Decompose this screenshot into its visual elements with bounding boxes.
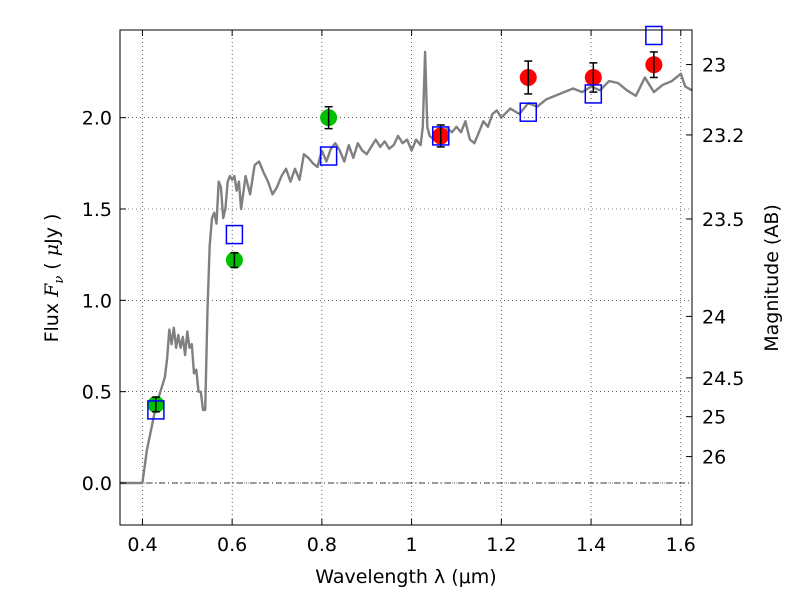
model-photometry-point [319,146,338,166]
y-axis-label: Flux Fν ( μJy ) [41,214,67,343]
right-tick-label: 23 [702,55,726,77]
model-photometry-point [519,102,538,122]
x-tick-label: 1 [406,534,418,556]
right-tick-label: 23.5 [702,209,744,231]
model-spectrum [120,50,693,485]
x-tick-label: 0.4 [127,534,157,556]
y-tick-label: 1.0 [82,290,112,312]
x-tick-label: 0.8 [307,534,337,556]
model-photometry-point [147,400,165,420]
axis-ticks: 0.4 0.6 0.8 1 1.2 1.4 1.6 0.0 0.5 1.0 1.5 2.0 23 23.2… [82,30,744,556]
right-axis-label: Magnitude (AB) [761,204,783,352]
model-photometry-point [645,25,663,46]
x-tick-label: 1.2 [486,534,516,556]
y-tick-label: 1.5 [82,199,112,221]
right-tick-label: 24.5 [702,368,744,390]
x-axis-label: Wavelength λ (μm) [315,566,496,588]
right-tick-label: 24 [702,306,726,328]
y-tick-label: 2.0 [82,108,112,130]
y-tick-label: 0.5 [82,382,112,404]
right-tick-label: 25 [702,407,726,429]
y-tick-label: 0.0 [82,473,112,495]
model-photometry-point [432,126,450,146]
x-tick-label: 1.4 [576,534,606,556]
spectrum-line [120,50,693,485]
x-tick-label: 1.6 [666,534,696,556]
right-tick-label: 26 [702,447,726,469]
right-tick-label: 23.2 [702,125,744,147]
x-tick-label: 0.6 [217,534,247,556]
model-photometry-point [584,84,603,104]
model-photometry-point [225,224,244,245]
plot-frame [119,29,693,526]
photometry-markers [147,25,663,420]
grid-lines [120,30,692,525]
